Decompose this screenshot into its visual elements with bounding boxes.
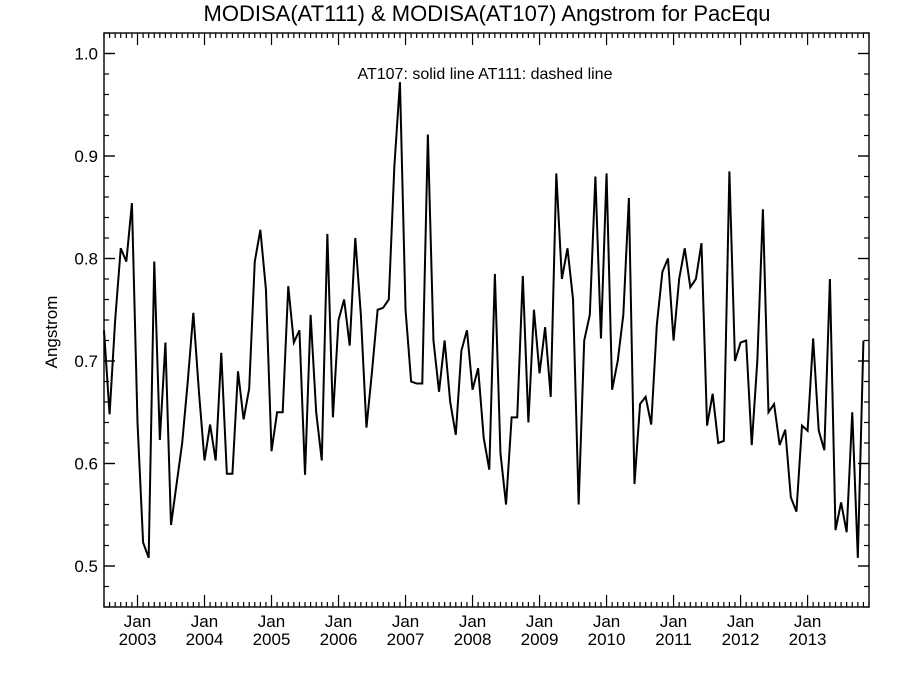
y-tick-label: 0.8 [74, 250, 98, 269]
x-tick-year: 2010 [588, 630, 626, 649]
x-tick-month: Jan [124, 612, 151, 631]
y-tick-label: 0.5 [74, 557, 98, 576]
x-tick-year: 2004 [186, 630, 224, 649]
x-tick-year: 2005 [253, 630, 291, 649]
x-tick-year: 2009 [521, 630, 559, 649]
x-tick-year: 2011 [655, 630, 692, 649]
y-tick-label: 0.6 [74, 455, 98, 474]
y-axis-label: Angstrom [42, 296, 61, 369]
x-tick-year: 2006 [320, 630, 358, 649]
x-tick-month: Jan [325, 612, 352, 631]
data-lines [103, 82, 865, 559]
x-tick-month: Jan [459, 612, 486, 631]
x-tick-month: Jan [660, 612, 687, 631]
plot-frame [103, 32, 870, 608]
y-axis-ticks: 0.5 0.6 0.7 0.8 0.9 1.0 [74, 32, 869, 608]
x-tick-month: Jan [392, 612, 419, 631]
x-axis-ticks: Jan2003Jan2004Jan2005Jan2006Jan2007Jan20… [103, 33, 870, 649]
x-tick-year: 2013 [789, 630, 827, 649]
y-tick-label: 0.9 [74, 147, 98, 166]
series-line-at107 [103, 82, 865, 559]
x-tick-month: Jan [593, 612, 620, 631]
y-tick-label: 0.7 [74, 352, 98, 371]
x-tick-month: Jan [727, 612, 754, 631]
x-tick-month: Jan [191, 612, 218, 631]
x-tick-month: Jan [526, 612, 553, 631]
y-tick-label: 1.0 [74, 45, 98, 64]
x-tick-month: Jan [258, 612, 285, 631]
x-tick-year: 2008 [454, 630, 492, 649]
x-tick-year: 2003 [119, 630, 157, 649]
x-tick-year: 2007 [387, 630, 425, 649]
series-style-annotation: AT107: solid line AT111: dashed line [358, 66, 613, 83]
x-tick-month: Jan [794, 612, 821, 631]
chart-title: MODISA(AT111) & MODISA(AT107) Angstrom f… [204, 1, 771, 26]
x-tick-year: 2012 [722, 630, 760, 649]
